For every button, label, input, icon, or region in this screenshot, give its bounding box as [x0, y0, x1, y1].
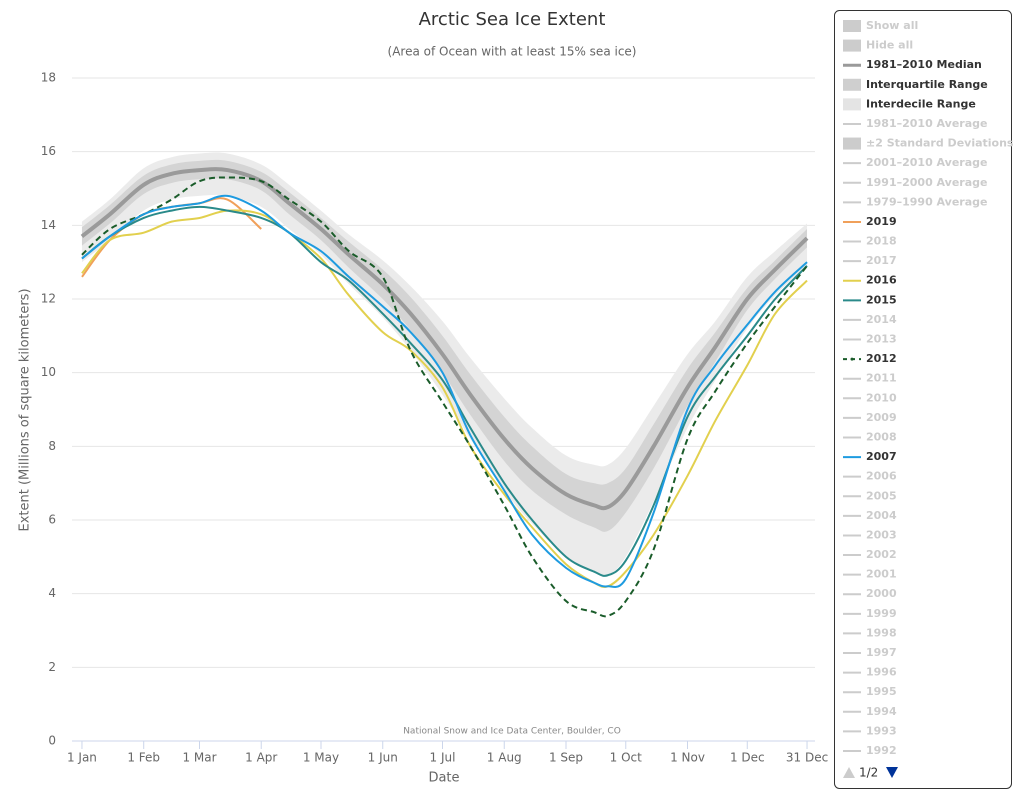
legend-swatch — [843, 20, 861, 32]
legend-item[interactable]: ±2 Standard Deviations — [866, 137, 1014, 150]
legend-item[interactable]: 1981–2010 Median — [866, 58, 982, 71]
x-tick-label: 1 Jan — [67, 751, 97, 765]
y-tick-label: 4 — [48, 586, 56, 600]
series-line — [81, 209, 808, 589]
legend-item[interactable]: 2016 — [866, 274, 897, 287]
legend-item[interactable]: 1997 — [866, 646, 897, 659]
legend-item[interactable]: 2002 — [866, 548, 897, 561]
x-tick-label: 31 Dec — [786, 751, 828, 765]
y-axis-title: Extent (Millions of square kilometers) — [18, 288, 33, 531]
legend-prev[interactable] — [843, 767, 855, 778]
x-tick-label: 1 Oct — [610, 751, 642, 765]
x-tick-label: 1 May — [303, 751, 339, 765]
legend-swatch — [843, 137, 861, 150]
legend-item[interactable]: 2001–2010 Average — [866, 156, 988, 169]
legend-item[interactable]: 2005 — [866, 489, 897, 502]
legend-item[interactable]: Hide all — [866, 39, 913, 52]
legend-item[interactable]: 2018 — [866, 235, 897, 248]
y-tick-label: 18 — [41, 71, 56, 85]
legend-item[interactable]: 2019 — [866, 215, 897, 228]
y-tick-label: 10 — [41, 365, 56, 379]
x-axis-title: Date — [428, 771, 459, 786]
legend-item[interactable]: 1993 — [866, 724, 897, 737]
legend-item[interactable]: 2001 — [866, 568, 897, 581]
legend-marker — [850, 357, 854, 361]
legend-item[interactable]: Interquartile Range — [866, 78, 988, 91]
x-tick-label: 1 Apr — [245, 751, 277, 765]
legend-item[interactable]: 2015 — [866, 293, 897, 306]
legend-item[interactable]: 2004 — [866, 509, 897, 522]
legend-item[interactable]: Show all — [866, 19, 918, 32]
y-tick-label: 6 — [48, 513, 56, 527]
series-line — [81, 194, 808, 588]
legend-item[interactable]: 2010 — [866, 391, 897, 404]
y-tick-label: 2 — [48, 660, 56, 674]
legend-item[interactable]: 2006 — [866, 470, 897, 483]
legend-item[interactable]: 2008 — [866, 430, 897, 443]
y-tick-label: 12 — [41, 292, 56, 306]
y-tick-label: 0 — [48, 734, 56, 748]
legend-next[interactable] — [886, 767, 898, 778]
series-line — [81, 176, 808, 618]
legend-item[interactable]: 2017 — [866, 254, 897, 267]
legend-box — [834, 10, 1012, 789]
legend-item[interactable]: 2014 — [866, 313, 897, 326]
legend-item[interactable]: 1979–1990 Average — [866, 195, 988, 208]
legend-item[interactable]: 1991–2000 Average — [866, 176, 988, 189]
legend-item[interactable]: 1998 — [866, 626, 897, 639]
chart-title: Arctic Sea Ice Extent — [419, 9, 606, 30]
legend-item[interactable]: 2007 — [866, 450, 897, 463]
x-tick-label: 1 Sep — [549, 751, 583, 765]
x-tick-label: 1 Dec — [730, 751, 765, 765]
series-line — [81, 205, 808, 577]
legend-item[interactable]: 1992 — [866, 744, 897, 757]
legend-item[interactable]: 1981–2010 Average — [866, 117, 988, 130]
legend-swatch — [843, 78, 861, 91]
legend-item[interactable]: 2011 — [866, 372, 897, 385]
plot-area — [72, 77, 815, 749]
legend-item[interactable]: 1999 — [866, 607, 897, 620]
y-tick-label: 14 — [41, 218, 56, 232]
legend: Show all Hide all 1981–2010 Median Interqua… — [843, 19, 1014, 780]
legend-item[interactable]: 2000 — [866, 587, 897, 600]
chart-subtitle: (Area of Ocean with at least 15% sea ice… — [388, 45, 637, 59]
legend-swatch — [843, 39, 861, 52]
x-tick-label: 1 Feb — [127, 751, 160, 765]
x-tick-label: 1 Aug — [487, 751, 522, 765]
x-tick-label: 1 Jun — [368, 751, 398, 765]
y-tick-label: 16 — [41, 144, 56, 158]
x-tick-label: 1 Mar — [182, 751, 216, 765]
y-tick-label: 8 — [48, 439, 56, 453]
x-tick-label: 1 Nov — [670, 751, 705, 765]
legend-swatch — [843, 98, 861, 111]
legend-item[interactable]: Interdecile Range — [866, 97, 976, 110]
series-line — [80, 167, 809, 511]
legend-item[interactable]: 2012 — [866, 352, 897, 365]
range-band — [81, 159, 808, 532]
legend-item[interactable]: 1995 — [866, 685, 897, 698]
legend-item[interactable]: 1994 — [866, 705, 897, 718]
legend-item[interactable]: 2003 — [866, 528, 897, 541]
legend-item[interactable]: 1996 — [866, 666, 897, 679]
credit: National Snow and Ice Data Center, Bould… — [403, 727, 621, 737]
legend-item[interactable]: 2009 — [866, 411, 897, 424]
legend-page: 1/2 — [859, 766, 878, 780]
legend-item[interactable]: 2013 — [866, 333, 897, 346]
x-tick-label: 1 Jul — [430, 751, 456, 765]
